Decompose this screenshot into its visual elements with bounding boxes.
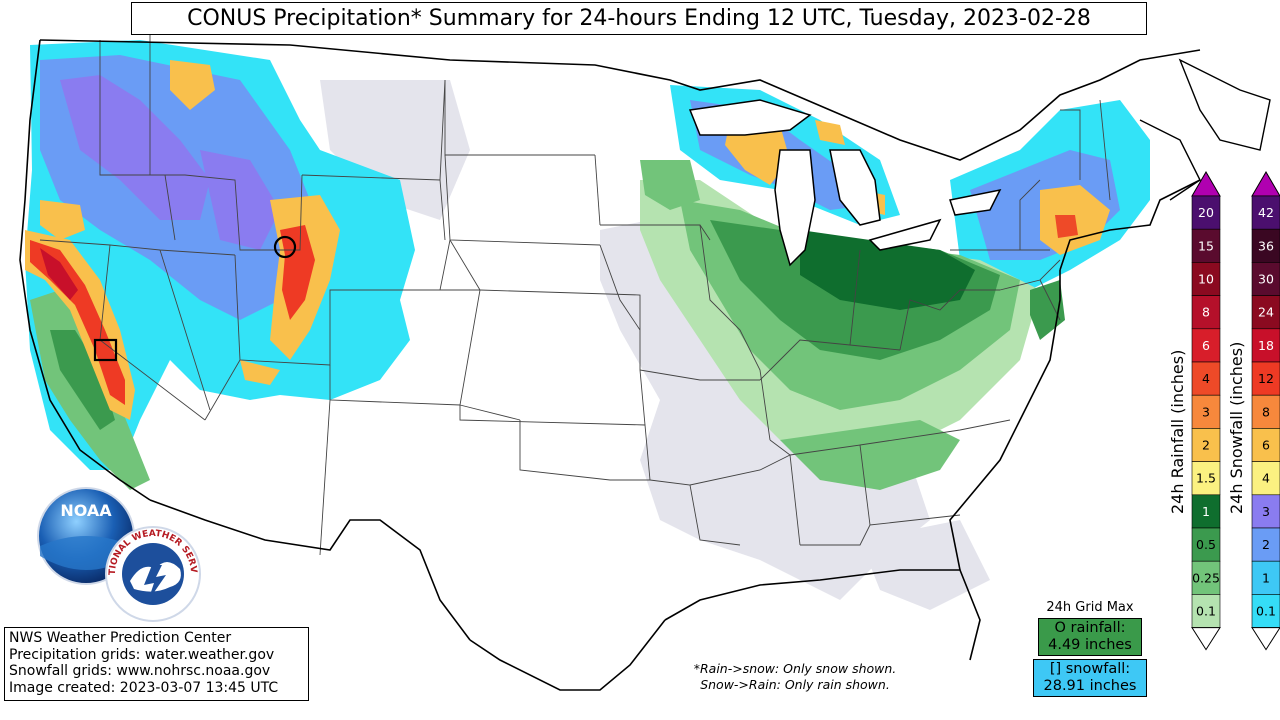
rain-level-label: 6 — [1202, 338, 1210, 353]
max-snowfall-marker — [93, 338, 118, 362]
rain-swatch — [1191, 560, 1221, 595]
snow-level-label: 36 — [1258, 238, 1274, 253]
snow-level-label: 42 — [1258, 205, 1274, 220]
rain-top-arrow — [1191, 171, 1221, 197]
rain-level-label: 15 — [1198, 238, 1214, 253]
snow-level-label: 3 — [1262, 504, 1270, 519]
grid-max-snow-value: 28.91 inches — [1043, 678, 1137, 694]
snow-swatch — [1251, 394, 1280, 429]
west-coast-rain — [30, 290, 150, 490]
rain-level-label: 2 — [1202, 438, 1210, 453]
snow-bottom-arrow — [1251, 627, 1280, 651]
snow-top-arrow — [1251, 171, 1280, 197]
rain-swatch — [1191, 594, 1221, 628]
rain-swatch — [1191, 361, 1221, 396]
rain-level-label: 3 — [1202, 404, 1210, 419]
grid-max-snowfall: [] snowfall: 28.91 inches — [1033, 659, 1147, 697]
rain-swatch — [1191, 262, 1221, 296]
snow-level-label: 6 — [1262, 438, 1270, 453]
snow-level-label: 0.1 — [1256, 604, 1276, 619]
credit-line: Snowfall grids: www.nohrsc.noaa.gov — [9, 663, 271, 679]
rain-swatch — [1191, 195, 1221, 230]
rain-swatch — [1191, 461, 1221, 496]
snow-swatch — [1251, 560, 1280, 595]
snow-swatch — [1251, 461, 1280, 496]
footnote: *Rain->snow: Only snow shown. Snow->Rain… — [660, 661, 930, 693]
grid-max-title: 24h Grid Max — [1046, 600, 1134, 615]
rain-level-label: 1.5 — [1196, 471, 1216, 486]
snow-level-label: 1 — [1262, 570, 1270, 585]
snow-level-label: 12 — [1258, 371, 1274, 386]
credit-line: Image created: 2023-03-07 13:45 UTC — [9, 679, 279, 696]
grid-max-panel: 24h Grid Max O rainfall: 4.49 inches [] … — [1020, 600, 1160, 697]
rain-swatch — [1191, 228, 1221, 263]
max-rainfall-marker — [273, 235, 297, 259]
snow-swatch — [1251, 361, 1280, 396]
northeast-snow — [950, 100, 1150, 290]
rain-level-label: 20 — [1198, 205, 1214, 220]
rain-level-label: 0.1 — [1196, 604, 1216, 619]
rain-level-label: 0.25 — [1192, 570, 1220, 585]
nws-logo: NATIONAL WEATHER SERVICE — [104, 525, 201, 622]
footnote-line: *Rain->snow: Only snow shown. — [693, 661, 897, 676]
grid-max-rainfall: O rainfall: 4.49 inches — [1038, 618, 1142, 656]
rain-swatch — [1191, 527, 1221, 562]
snow-level-label: 8 — [1262, 404, 1270, 419]
credits-box: NWS Weather Prediction Center Precipitat… — [4, 627, 309, 701]
rain-level-label: 4 — [1202, 371, 1210, 386]
snow-legend-label: 24h Snowfall (inches) — [1227, 341, 1246, 514]
rain-level-label: 1 — [1202, 504, 1210, 519]
rain-level-label: 10 — [1198, 272, 1214, 287]
grid-max-snow-label: [] snowfall: — [1049, 661, 1131, 677]
snow-swatch — [1251, 262, 1280, 296]
rain-legend-label: 24h Rainfall (inches) — [1168, 349, 1187, 514]
coastline — [19, 39, 1201, 691]
grid-max-rain-label: O rainfall: — [1054, 620, 1126, 636]
snow-level-label: 18 — [1258, 338, 1274, 353]
snow-swatch — [1251, 594, 1280, 628]
great-lakes — [688, 99, 1002, 267]
midwest-rain — [640, 160, 1065, 490]
credit-line: NWS Weather Prediction Center — [9, 630, 232, 646]
snow-swatch — [1251, 295, 1280, 330]
rain-swatch — [1191, 394, 1221, 429]
snow-level-label: 30 — [1258, 272, 1274, 287]
rain-level-label: 0.5 — [1196, 537, 1216, 552]
map-title: CONUS Precipitation* Summary for 24-hour… — [131, 2, 1147, 35]
snow-level-label: 4 — [1262, 471, 1270, 486]
canada-coast — [1139, 58, 1271, 201]
rain-level-label: 8 — [1202, 305, 1210, 320]
credit-line: Precipitation grids: water.weather.gov — [9, 646, 275, 663]
snow-level-label: 2 — [1262, 537, 1270, 552]
snow-swatch — [1251, 228, 1280, 263]
rain-legend: 20 15 10 8 6 4 3 2 1.5 1 0.5 0.25 0.1 — [1191, 171, 1221, 651]
map-title-text: CONUS Precipitation* Summary for 24-hour… — [187, 6, 1091, 31]
grid-max-rain-value: 4.49 inches — [1048, 637, 1132, 653]
rain-swatch — [1191, 494, 1221, 529]
footnote-line: Snow->Rain: Only rain shown. — [700, 677, 890, 692]
precip-shading — [25, 40, 1150, 610]
sierra-snow — [25, 230, 135, 420]
snow-legend: 42 36 30 24 18 12 8 6 4 3 2 1 0.1 — [1251, 171, 1280, 651]
noaa-logo-text: NOAA — [60, 501, 112, 520]
rain-bottom-arrow — [1191, 627, 1221, 651]
snow-swatch — [1251, 494, 1280, 529]
snow-swatch — [1251, 527, 1280, 562]
snow-level-label: 24 — [1258, 305, 1274, 320]
